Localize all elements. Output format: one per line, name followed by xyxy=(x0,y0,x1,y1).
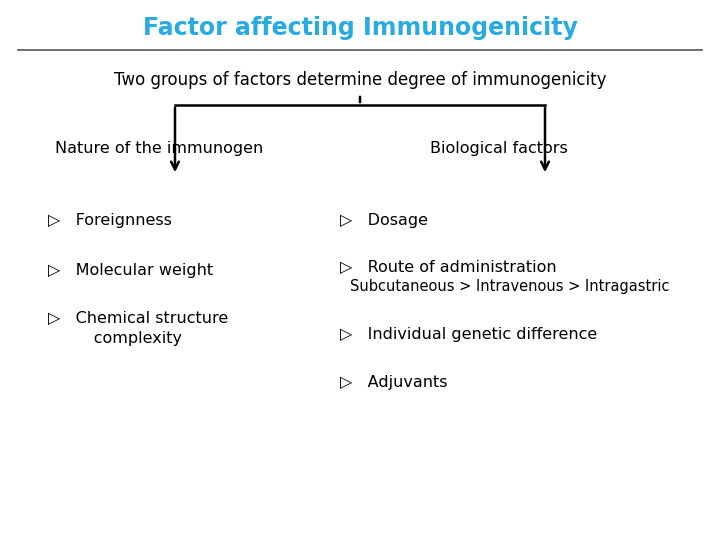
Text: ▷   Foreignness: ▷ Foreignness xyxy=(48,213,172,227)
Text: ▷   Individual genetic difference: ▷ Individual genetic difference xyxy=(340,327,598,342)
Text: Subcutaneous > Intravenous > Intragastric: Subcutaneous > Intravenous > Intragastri… xyxy=(350,280,670,294)
Text: complexity: complexity xyxy=(63,330,182,346)
Text: Factor affecting Immunogenicity: Factor affecting Immunogenicity xyxy=(143,16,577,40)
Text: ▷   Route of administration: ▷ Route of administration xyxy=(340,260,557,274)
Text: ▷   Chemical structure: ▷ Chemical structure xyxy=(48,310,228,326)
Text: Nature of the immunogen: Nature of the immunogen xyxy=(55,140,264,156)
Text: ▷   Dosage: ▷ Dosage xyxy=(340,213,428,227)
Text: ▷   Molecular weight: ▷ Molecular weight xyxy=(48,262,213,278)
Text: Two groups of factors determine degree of immunogenicity: Two groups of factors determine degree o… xyxy=(114,71,606,89)
Text: Biological factors: Biological factors xyxy=(430,140,568,156)
Text: ▷   Adjuvants: ▷ Adjuvants xyxy=(340,375,448,390)
